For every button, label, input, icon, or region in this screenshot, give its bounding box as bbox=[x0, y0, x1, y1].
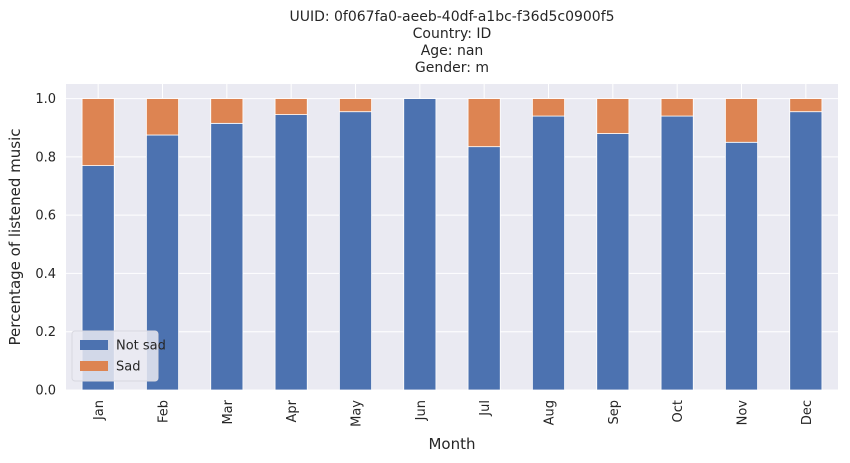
bar-not-sad-nov bbox=[725, 141, 758, 391]
x-tick-label: Jan bbox=[92, 400, 107, 421]
plot-area bbox=[66, 84, 838, 390]
x-axis-ticks: Jan Feb Mar Apr May Jun Jul Aug Sep Oct Nov Dec bbox=[92, 399, 815, 427]
x-tick-label: Aug bbox=[543, 400, 558, 425]
bar-sad-jul bbox=[467, 98, 501, 148]
y-tick-label: 1.0 bbox=[35, 92, 56, 107]
x-tick-label: Sep bbox=[607, 400, 622, 425]
x-tick-label: Feb bbox=[157, 400, 172, 423]
chart-title: UUID: 0f067fa0-aeeb-40df-a1bc-f36d5c0900… bbox=[289, 9, 614, 76]
legend-label: Sad bbox=[116, 360, 140, 375]
bar-not-sad-aug bbox=[532, 115, 565, 391]
legend: Not sad Sad bbox=[71, 330, 166, 382]
bar-not-sad-apr bbox=[274, 114, 308, 391]
bar-sad-dec bbox=[789, 98, 823, 113]
y-tick-label: 0.8 bbox=[35, 150, 56, 165]
legend-swatch bbox=[80, 361, 108, 371]
x-axis-label: Month bbox=[428, 435, 475, 453]
y-axis-ticks: 0.0 0.2 0.4 0.6 0.8 1.0 bbox=[35, 92, 56, 398]
x-tick-label: Jun bbox=[414, 400, 429, 421]
bar-not-sad-dec bbox=[789, 111, 823, 391]
x-tick-label: Nov bbox=[736, 400, 751, 426]
chart-title-line: UUID: 0f067fa0-aeeb-40df-a1bc-f36d5c0900… bbox=[289, 9, 614, 25]
bars bbox=[81, 98, 823, 391]
bar-not-sad-mar bbox=[210, 122, 244, 391]
bar-sad-feb bbox=[146, 98, 179, 136]
x-tick-label: May bbox=[350, 400, 365, 427]
y-tick-label: 0.4 bbox=[35, 267, 56, 282]
bar-not-sad-jun bbox=[403, 98, 437, 391]
bar-sad-may bbox=[339, 98, 372, 113]
chart-title-line: Age: nan bbox=[421, 43, 484, 59]
bar-not-sad-jul bbox=[467, 146, 501, 391]
bar-not-sad-oct bbox=[660, 115, 694, 391]
chart-title-line: Gender: m bbox=[415, 60, 489, 76]
x-tick-label: Dec bbox=[800, 400, 815, 425]
y-tick-label: 0.2 bbox=[35, 325, 56, 340]
x-tick-label: Mar bbox=[221, 399, 236, 424]
y-axis-label: Percentage of listened music bbox=[6, 128, 24, 345]
bar-sad-jan bbox=[81, 98, 115, 166]
bar-not-sad-may bbox=[339, 111, 372, 391]
x-tick-label: Oct bbox=[671, 400, 686, 422]
y-tick-label: 0.6 bbox=[35, 209, 56, 224]
x-tick-label: Apr bbox=[285, 399, 300, 422]
x-tick-label: Jul bbox=[478, 400, 493, 417]
bar-sad-aug bbox=[532, 98, 565, 117]
legend-swatch bbox=[80, 340, 108, 350]
bar-not-sad-sep bbox=[596, 133, 630, 391]
chart-title-line: Country: ID bbox=[413, 26, 492, 42]
legend-label: Not sad bbox=[116, 339, 166, 354]
bar-sad-mar bbox=[210, 98, 244, 124]
bar-sad-apr bbox=[274, 98, 308, 115]
bar-sad-nov bbox=[725, 98, 758, 143]
bar-sad-sep bbox=[596, 98, 630, 134]
y-tick-label: 0.0 bbox=[35, 384, 56, 399]
bar-sad-oct bbox=[660, 98, 694, 117]
